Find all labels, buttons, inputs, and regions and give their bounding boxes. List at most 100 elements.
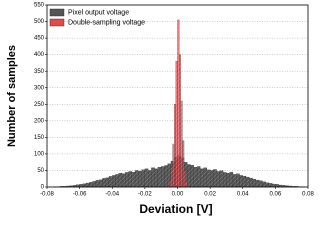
x-tick-label: -0.08 bbox=[40, 192, 54, 198]
bar-hatch bbox=[169, 180, 171, 187]
bar-hatch bbox=[167, 163, 171, 187]
bar-hatch bbox=[216, 171, 220, 187]
y-tick-label: 300 bbox=[34, 85, 45, 91]
bar-hatch bbox=[167, 185, 170, 187]
bar-hatch bbox=[255, 180, 260, 187]
bar-hatch bbox=[265, 182, 269, 187]
bar-hatch bbox=[210, 170, 214, 187]
bar-hatch bbox=[190, 165, 194, 187]
bar-hatch bbox=[262, 181, 266, 187]
bar-hatch bbox=[66, 186, 70, 187]
y-tick-label: 50 bbox=[37, 168, 44, 174]
y-tick-label: 100 bbox=[34, 151, 45, 157]
bar-hatch bbox=[242, 176, 247, 187]
bar-hatch bbox=[89, 182, 93, 187]
y-tick-label: 0 bbox=[41, 185, 45, 191]
legend-label: Double-sampling voltage bbox=[68, 20, 145, 27]
bar-hatch bbox=[112, 175, 116, 187]
bar-hatch bbox=[73, 185, 77, 187]
bar-hatch bbox=[182, 140, 185, 187]
bar-hatch bbox=[232, 174, 237, 187]
y-tick-label: 500 bbox=[34, 19, 45, 25]
bar-hatch bbox=[200, 168, 204, 187]
bar-hatch bbox=[118, 173, 123, 187]
bar-hatch bbox=[203, 167, 207, 187]
bar-hatch bbox=[184, 170, 186, 187]
bar-hatch bbox=[252, 179, 256, 187]
x-tick-label: 0.02 bbox=[204, 192, 216, 198]
bar-hatch bbox=[128, 171, 132, 187]
bar-hatch bbox=[76, 184, 80, 187]
y-tick-label: 250 bbox=[34, 102, 45, 108]
y-tick-label: 350 bbox=[34, 69, 45, 75]
bar-hatch bbox=[151, 167, 155, 187]
y-tick-label: 450 bbox=[34, 36, 45, 42]
bar-hatch bbox=[122, 173, 126, 187]
bar-hatch bbox=[249, 178, 253, 187]
x-tick-label: -0.02 bbox=[138, 192, 152, 198]
bar-hatch bbox=[138, 171, 142, 187]
bar-hatch bbox=[180, 100, 183, 187]
bar-hatch bbox=[102, 178, 106, 187]
bar-hatch bbox=[177, 19, 180, 187]
bar-hatch bbox=[278, 185, 282, 187]
legend-swatch bbox=[49, 8, 65, 17]
bar-hatch bbox=[179, 54, 181, 187]
bar-hatch bbox=[154, 168, 158, 187]
bar-hatch bbox=[82, 183, 87, 187]
y-tick-label: 150 bbox=[34, 135, 45, 141]
bar-hatch bbox=[226, 173, 230, 187]
bar-hatch bbox=[236, 173, 240, 187]
bar-hatch bbox=[95, 180, 100, 187]
bar-hatch bbox=[161, 166, 165, 187]
y-tick-label: 200 bbox=[34, 118, 45, 124]
y-tick-label: 400 bbox=[34, 52, 45, 58]
bar-hatch bbox=[185, 182, 188, 187]
bar-hatch bbox=[99, 179, 103, 187]
bar-hatch bbox=[219, 170, 224, 187]
plot-frame bbox=[46, 4, 309, 188]
bar-hatch bbox=[69, 185, 74, 187]
bar-hatch bbox=[193, 167, 198, 187]
bar-hatch bbox=[86, 183, 90, 187]
page: {"chart_data": {"type": "histogram", "x_… bbox=[5, 2, 315, 217]
bar-hatch bbox=[175, 61, 178, 187]
x-tick-label: 0.04 bbox=[237, 192, 249, 198]
legend-label: Pixel output voltage bbox=[68, 10, 129, 17]
x-tick-label: -0.06 bbox=[73, 192, 87, 198]
bar-hatch bbox=[197, 166, 201, 187]
bar-hatch bbox=[239, 175, 243, 187]
y-tick-label: 550 bbox=[34, 3, 45, 9]
bar-hatch bbox=[170, 167, 173, 187]
bar-hatch bbox=[206, 169, 211, 187]
bar-hatch bbox=[275, 184, 279, 187]
bar-hatch bbox=[213, 169, 217, 187]
bar-hatch bbox=[148, 170, 152, 187]
bar-hatch bbox=[125, 172, 129, 187]
bar-hatch bbox=[131, 172, 136, 187]
bar-hatch bbox=[285, 185, 289, 187]
bar-hatch bbox=[157, 167, 162, 187]
bar-hatch bbox=[174, 104, 176, 187]
bar-hatch bbox=[79, 184, 83, 187]
bar-hatch bbox=[223, 172, 227, 187]
bar-hatch bbox=[281, 185, 286, 187]
bar-hatch bbox=[229, 172, 233, 187]
legend-swatch bbox=[49, 18, 65, 27]
x-tick-label: -0.04 bbox=[105, 192, 119, 198]
bar-hatch bbox=[172, 143, 175, 187]
bar-hatch bbox=[288, 186, 292, 187]
x-tick-label: 0.06 bbox=[270, 192, 282, 198]
bar-hatch bbox=[246, 177, 250, 187]
bar-hatch bbox=[92, 181, 96, 187]
bar-hatch bbox=[268, 183, 273, 187]
bar-hatch bbox=[259, 180, 263, 187]
bar-hatch bbox=[105, 177, 109, 187]
bar-hatch bbox=[144, 168, 149, 187]
bar-hatch bbox=[164, 165, 168, 187]
bar-hatch bbox=[141, 169, 145, 187]
chart: Deviation [V] Number of samples 0 50 100 15… bbox=[6, 3, 315, 217]
y-axis-title: Number of samples bbox=[6, 45, 18, 147]
x-tick-label: 0.00 bbox=[172, 192, 184, 198]
bar-hatch bbox=[115, 174, 119, 187]
